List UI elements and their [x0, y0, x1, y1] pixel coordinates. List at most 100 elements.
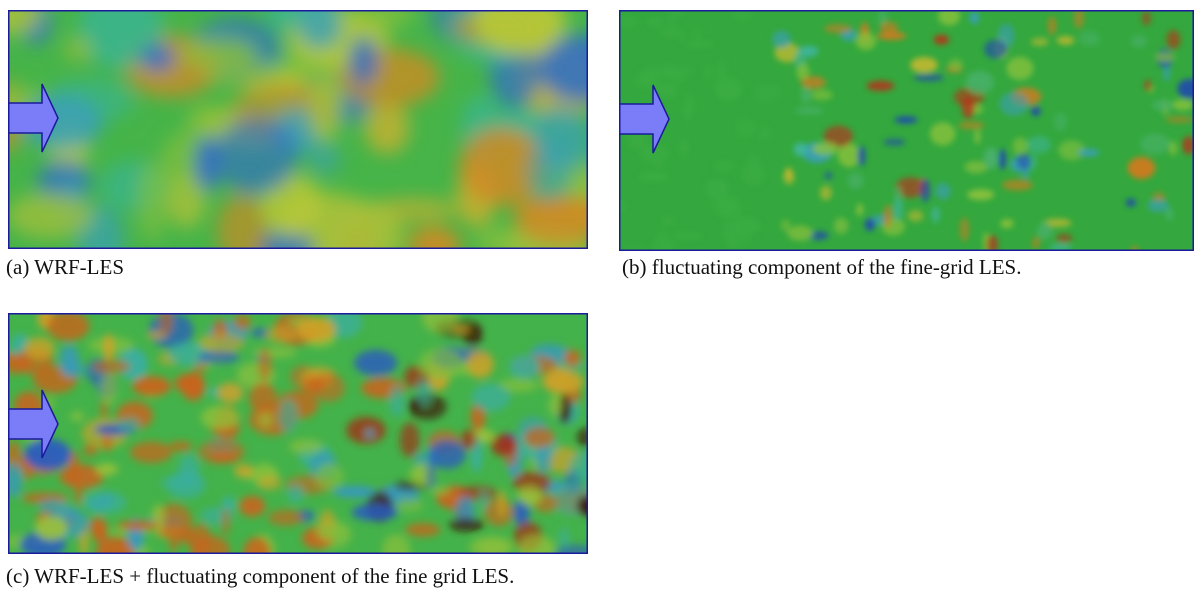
contour-blob: [820, 185, 832, 200]
contour-blob: [289, 439, 323, 453]
contour-blob: [1079, 31, 1100, 46]
contour-blob: [316, 463, 344, 489]
contour-blob: [221, 508, 230, 536]
contour-blob: [1031, 106, 1041, 116]
contour-blob: [729, 217, 760, 234]
contour-blob: [930, 122, 955, 145]
contour-blob: [132, 376, 171, 396]
contour-blob: [958, 122, 984, 129]
contour-blob: [257, 475, 282, 490]
contour-blob: [199, 332, 244, 352]
contour-blob: [865, 218, 876, 231]
contour-blob: [629, 139, 647, 148]
figure-page: {"figure": {"panels": [ {"caption": "(a)…: [0, 0, 1194, 589]
contour-blob: [999, 149, 1006, 170]
contour-blob: [74, 482, 83, 504]
contour-blob: [187, 105, 221, 136]
contour-blob: [104, 334, 114, 362]
contour-blob: [858, 146, 866, 166]
contour-blob: [967, 189, 995, 200]
contour-blob: [395, 498, 423, 513]
contour-blob: [948, 59, 962, 71]
contour-blob: [801, 86, 812, 104]
contour-blob: [182, 372, 205, 400]
contour-blob: [970, 12, 979, 24]
contour-blob: [1169, 141, 1177, 156]
contour-blob: [645, 66, 668, 77]
contour-panel-c: [8, 313, 588, 554]
contour-blob: [812, 142, 838, 155]
contour-blob: [102, 433, 112, 452]
contour-blob: [894, 116, 918, 123]
contour-blob: [268, 510, 304, 526]
contour-blob: [416, 378, 431, 405]
contour-blob: [824, 24, 852, 33]
contour-blob: [333, 486, 376, 498]
contour-blob: [93, 360, 131, 373]
contour-blob: [1078, 149, 1100, 156]
contour-blob: [1172, 100, 1193, 111]
contour-blob: [517, 487, 542, 505]
contour-blob: [1155, 52, 1175, 63]
contour-blob: [1142, 11, 1151, 25]
contour-blob: [349, 37, 378, 85]
contour-blob: [287, 484, 304, 503]
contour-blob: [1006, 57, 1033, 80]
contour-blob: [834, 218, 849, 234]
contour-blob: [1000, 219, 1013, 228]
contour-blob: [141, 45, 174, 71]
contour-blob: [654, 157, 663, 169]
contour-blob: [354, 350, 397, 376]
contour-blob: [82, 491, 126, 515]
contour-blob: [389, 384, 404, 417]
contour-blob: [265, 326, 297, 344]
contour-blob: [548, 366, 572, 393]
contour-blob: [705, 179, 728, 200]
contour-blob: [685, 93, 694, 114]
contour-blob: [316, 525, 348, 539]
contour-blob: [234, 464, 253, 478]
contour-blob: [974, 129, 980, 144]
contour-blob: [198, 351, 240, 363]
contour-blob: [400, 422, 420, 457]
contour-blob: [1166, 30, 1180, 49]
contour-blob: [449, 518, 484, 531]
contour-blob: [419, 348, 465, 380]
contour-blob: [426, 460, 436, 489]
contour-blob: [910, 57, 937, 73]
contour-blob: [498, 489, 506, 518]
contour-blob: [1031, 38, 1049, 46]
contour-blob: [564, 350, 581, 367]
contour-blob: [1054, 113, 1067, 132]
contour-blob: [346, 417, 386, 444]
contour-blob: [656, 84, 678, 98]
contour-blob: [984, 147, 999, 169]
contour-blob: [278, 399, 298, 433]
contour-blob: [206, 60, 281, 88]
contour-blob: [461, 429, 476, 449]
contour-blob: [1027, 136, 1051, 153]
contour-blob: [1056, 234, 1072, 243]
contour-blob: [1057, 36, 1075, 45]
contour-blob: [1152, 100, 1173, 111]
contour-blob: [914, 74, 944, 81]
contour-blob: [639, 172, 669, 181]
contour-blob: [856, 32, 876, 50]
contour-blob: [931, 206, 940, 223]
contour-blob: [935, 183, 951, 200]
contour-blob: [24, 337, 55, 359]
contour-blob: [100, 371, 117, 405]
contour-blob: [1002, 180, 1033, 191]
contour-blob: [795, 107, 823, 114]
contour-blob: [467, 351, 494, 379]
contour-blob: [8, 193, 93, 239]
contour-blob: [365, 430, 374, 438]
contour-blob: [893, 199, 903, 221]
contour-blob: [61, 362, 87, 378]
contour-blob: [258, 348, 272, 380]
contour-blob: [91, 516, 105, 538]
contour-blob: [788, 226, 813, 241]
contour-blob: [137, 162, 168, 241]
caption: (b) fluctuating component of the fine-gr…: [622, 257, 1021, 278]
contour-blob: [801, 76, 826, 88]
